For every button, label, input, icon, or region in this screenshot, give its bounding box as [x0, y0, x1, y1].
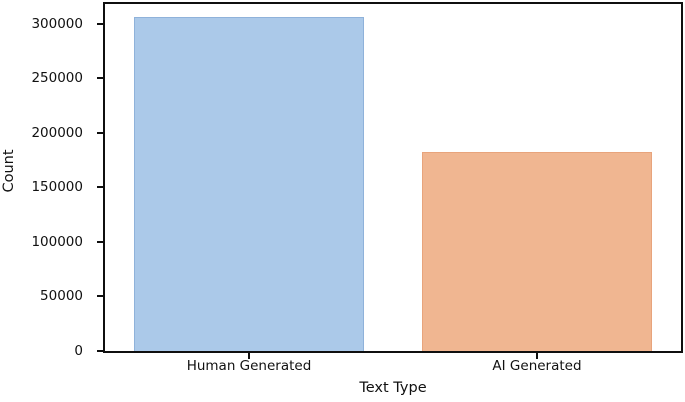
y-tick-label: 50000	[40, 288, 83, 305]
y-tick-mark	[97, 295, 104, 298]
y-tick-mark	[97, 240, 104, 243]
bar-human-generated	[133, 17, 365, 351]
y-tick-label: 200000	[31, 124, 83, 141]
y-tick-mark	[97, 131, 104, 134]
y-tick-label: 100000	[31, 233, 83, 250]
y-tick-mark	[97, 22, 104, 25]
y-tick-label: 150000	[31, 179, 83, 196]
x-tick-label-ai-generated: AI Generated	[492, 358, 582, 374]
x-axis-label: Text Type	[359, 380, 427, 396]
y-tick-label: 0	[74, 343, 83, 359]
x-tick-label-human-generated: Human Generated	[186, 358, 312, 374]
y-tick-mark	[97, 186, 104, 189]
bar-ai-generated	[421, 152, 653, 351]
y-tick-label: 300000	[31, 15, 83, 32]
plot-area	[97, 2, 683, 359]
y-tick-mark	[97, 350, 104, 352]
x-tick-mark	[248, 353, 250, 359]
y-tick-mark	[97, 77, 104, 80]
x-tick-mark	[536, 353, 538, 359]
y-tick-label: 250000	[31, 70, 83, 87]
